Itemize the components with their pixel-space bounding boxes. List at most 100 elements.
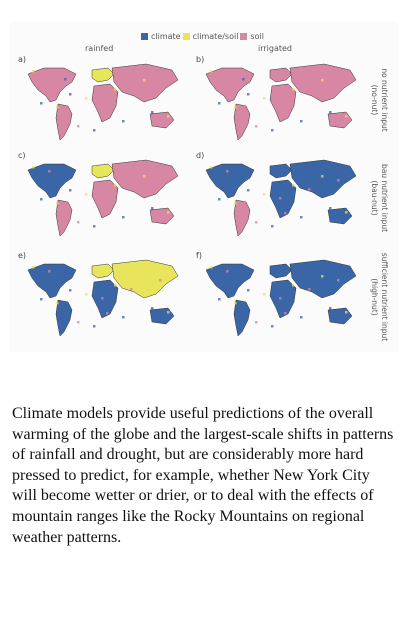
map-speckle [85,293,88,296]
map-speckle [242,274,245,277]
world-map-f [205,259,357,337]
map-speckle [292,88,295,91]
map-speckle [271,129,274,132]
map-speckle [93,225,96,228]
map-speckle [130,92,133,95]
continent-south-america [55,199,73,237]
map-speckle [226,74,229,77]
map-speckle [345,211,348,214]
continent-south-america [233,199,251,237]
continent-africa [91,179,119,219]
continent-north-america [205,263,255,299]
continent-africa [269,279,297,319]
map-speckle [308,92,311,95]
map-speckle [64,78,67,81]
map-speckle [300,120,303,123]
map-speckle [56,202,59,205]
map-speckle [234,106,237,109]
map-speckle [321,275,324,278]
map-speckle [122,316,125,319]
continent-africa [269,179,297,219]
map-speckle [337,279,340,282]
world-map-e [27,259,179,337]
map-speckle [143,79,146,82]
map-speckle [242,78,245,81]
map-speckle [64,274,67,277]
map-speckle [56,106,59,109]
continent-africa [91,279,119,319]
map-speckle [40,298,43,301]
legend-swatch-climate [141,32,148,40]
continent-asia [289,63,357,103]
continent-north-america [27,163,77,199]
map-speckle [263,97,266,100]
map-speckle [143,175,146,178]
continent-oceania [149,307,175,325]
map-speckle [143,275,146,278]
continent-south-america [55,299,73,337]
continent-asia [289,159,357,199]
continent-asia [111,63,179,103]
map-speckle [218,102,221,105]
map-panel-c: c) [16,151,186,244]
row-label-bau-nut: bau nutrient input (bau-nut) [365,152,389,244]
world-map-d [205,159,357,237]
map-speckle [300,316,303,319]
map-speckle [284,312,287,315]
row-label-bau-nut-sub: (bau-nut) [370,180,379,216]
continent-north-america [205,163,255,199]
panel-label-d: d) [196,151,205,160]
map-speckle [263,293,266,296]
legend-swatch-soil [240,32,248,40]
map-speckle [69,93,72,96]
map-speckle [167,311,170,314]
map-speckle [279,197,282,200]
panel-label-b: b) [196,55,205,64]
row-label-no-nut: no nutrient input (no-nut) [365,54,389,146]
continent-europe [91,67,115,83]
continent-asia [111,159,179,199]
map-speckle [345,311,348,314]
map-speckle [101,297,104,300]
map-speckle [151,207,154,210]
continent-europe [91,263,115,279]
map-speckle [321,175,324,178]
row-label-high-nut-main: sufficient nutrient input [380,252,389,342]
continent-africa [91,83,119,123]
map-speckle [255,221,258,224]
map-speckle [329,111,332,114]
map-speckle [77,221,80,224]
map-speckle [247,93,250,96]
map-speckle [77,125,80,128]
map-speckle [308,188,311,191]
world-map-b [205,63,357,141]
map-speckle [337,83,340,86]
continent-south-america [55,103,73,141]
map-speckle [234,202,237,205]
continent-south-america [233,299,251,337]
continent-north-america [27,263,77,299]
map-speckle [271,225,274,228]
map-speckle [284,212,287,215]
map-speckle [93,129,96,132]
map-speckle [271,325,274,328]
panel-label-f: f) [196,251,202,260]
map-speckle [101,101,104,104]
panel-label-e: e) [18,251,27,260]
map-speckle [279,101,282,104]
map-speckle [247,189,250,192]
continent-asia [111,259,179,299]
map-speckle [130,188,133,191]
row-label-bau-nut-main: bau nutrient input [380,163,389,233]
map-speckle [284,116,287,119]
map-speckle [122,120,125,123]
continent-africa [269,83,297,123]
continent-oceania [327,307,353,325]
map-speckle [85,97,88,100]
map-speckle [218,198,221,201]
map-speckle [32,166,35,169]
map-speckle [167,115,170,118]
continent-north-america [27,67,77,103]
continent-europe [91,163,115,179]
map-speckle [106,116,109,119]
